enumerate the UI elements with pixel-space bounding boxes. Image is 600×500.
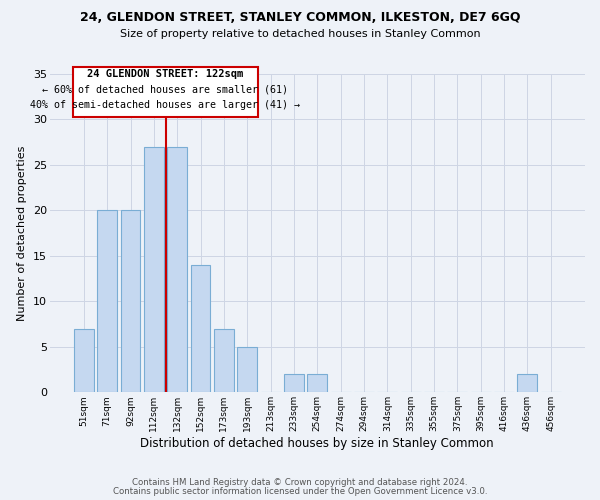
Text: 24 GLENDON STREET: 122sqm: 24 GLENDON STREET: 122sqm	[87, 70, 244, 80]
Text: Contains HM Land Registry data © Crown copyright and database right 2024.: Contains HM Land Registry data © Crown c…	[132, 478, 468, 487]
Bar	[144, 146, 164, 392]
Bar	[238, 347, 257, 393]
FancyBboxPatch shape	[73, 66, 258, 118]
Bar	[307, 374, 327, 392]
Bar	[97, 210, 117, 392]
Bar	[74, 328, 94, 392]
Text: 24, GLENDON STREET, STANLEY COMMON, ILKESTON, DE7 6GQ: 24, GLENDON STREET, STANLEY COMMON, ILKE…	[80, 11, 520, 24]
Bar	[191, 265, 211, 392]
Bar	[517, 374, 538, 392]
Text: ← 60% of detached houses are smaller (61): ← 60% of detached houses are smaller (61…	[42, 84, 288, 94]
X-axis label: Distribution of detached houses by size in Stanley Common: Distribution of detached houses by size …	[140, 437, 494, 450]
Text: Contains public sector information licensed under the Open Government Licence v3: Contains public sector information licen…	[113, 487, 487, 496]
Bar	[121, 210, 140, 392]
Bar	[167, 146, 187, 392]
Bar	[214, 328, 234, 392]
Text: 40% of semi-detached houses are larger (41) →: 40% of semi-detached houses are larger (…	[30, 100, 300, 110]
Y-axis label: Number of detached properties: Number of detached properties	[17, 146, 27, 320]
Text: Size of property relative to detached houses in Stanley Common: Size of property relative to detached ho…	[119, 29, 481, 39]
Bar	[284, 374, 304, 392]
